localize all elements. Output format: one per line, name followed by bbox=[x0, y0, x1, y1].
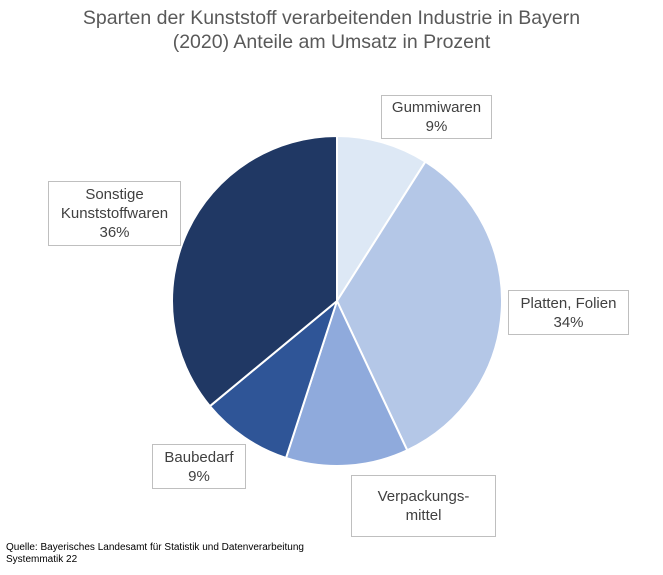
pie-slice-sonstige-kunststoffwaren bbox=[171, 134, 338, 408]
pie-slice-gummiwaren bbox=[336, 134, 427, 305]
callout-verpackungsmittel: Verpackungs- mittel bbox=[351, 475, 496, 537]
pie-slice-platten-folien bbox=[335, 160, 503, 452]
callout-platten-folien: Platten, Folien 34% bbox=[508, 290, 629, 335]
value-baubedarf: 9% bbox=[188, 467, 210, 485]
value-sonstige: 36% bbox=[99, 224, 130, 241]
value-platten-folien: 34% bbox=[553, 313, 584, 331]
pie-slice-verpackungsmittel bbox=[284, 298, 409, 467]
callout-sonstige-kunststoffwaren: Sonstige Kunststoffwaren 36% bbox=[48, 181, 181, 246]
label-verpackungsmittel-1: Verpackungs- bbox=[377, 488, 470, 505]
label-platten-folien: Platten, Folien bbox=[520, 294, 617, 312]
value-gummiwaren: 9% bbox=[425, 118, 448, 135]
source-note: Quelle: Bayerisches Landesamt für Statis… bbox=[6, 542, 304, 566]
source-line-1: Quelle: Bayerisches Landesamt für Statis… bbox=[6, 542, 304, 553]
chart-title: Sparten der Kunststoff verarbeitenden In… bbox=[0, 6, 663, 54]
source-line-2: Systemmatik 22 bbox=[6, 554, 78, 565]
label-verpackungsmittel-2: mittel bbox=[405, 507, 442, 524]
chart-title-line-2: (2020) Anteile am Umsatz in Prozent bbox=[172, 31, 491, 53]
callout-gummiwaren: Gummiwaren 9% bbox=[381, 95, 492, 139]
label-sonstige-1: Sonstige bbox=[85, 186, 144, 203]
callout-baubedarf: Baubedarf 9% bbox=[152, 444, 246, 489]
pie-slice-baubedarf bbox=[208, 298, 340, 460]
label-gummiwaren: Gummiwaren bbox=[391, 99, 482, 116]
label-sonstige-2: Kunststoffwaren bbox=[60, 205, 169, 222]
label-baubedarf: Baubedarf bbox=[164, 448, 234, 466]
chart-title-line-1: Sparten der Kunststoff verarbeitenden In… bbox=[82, 7, 581, 29]
